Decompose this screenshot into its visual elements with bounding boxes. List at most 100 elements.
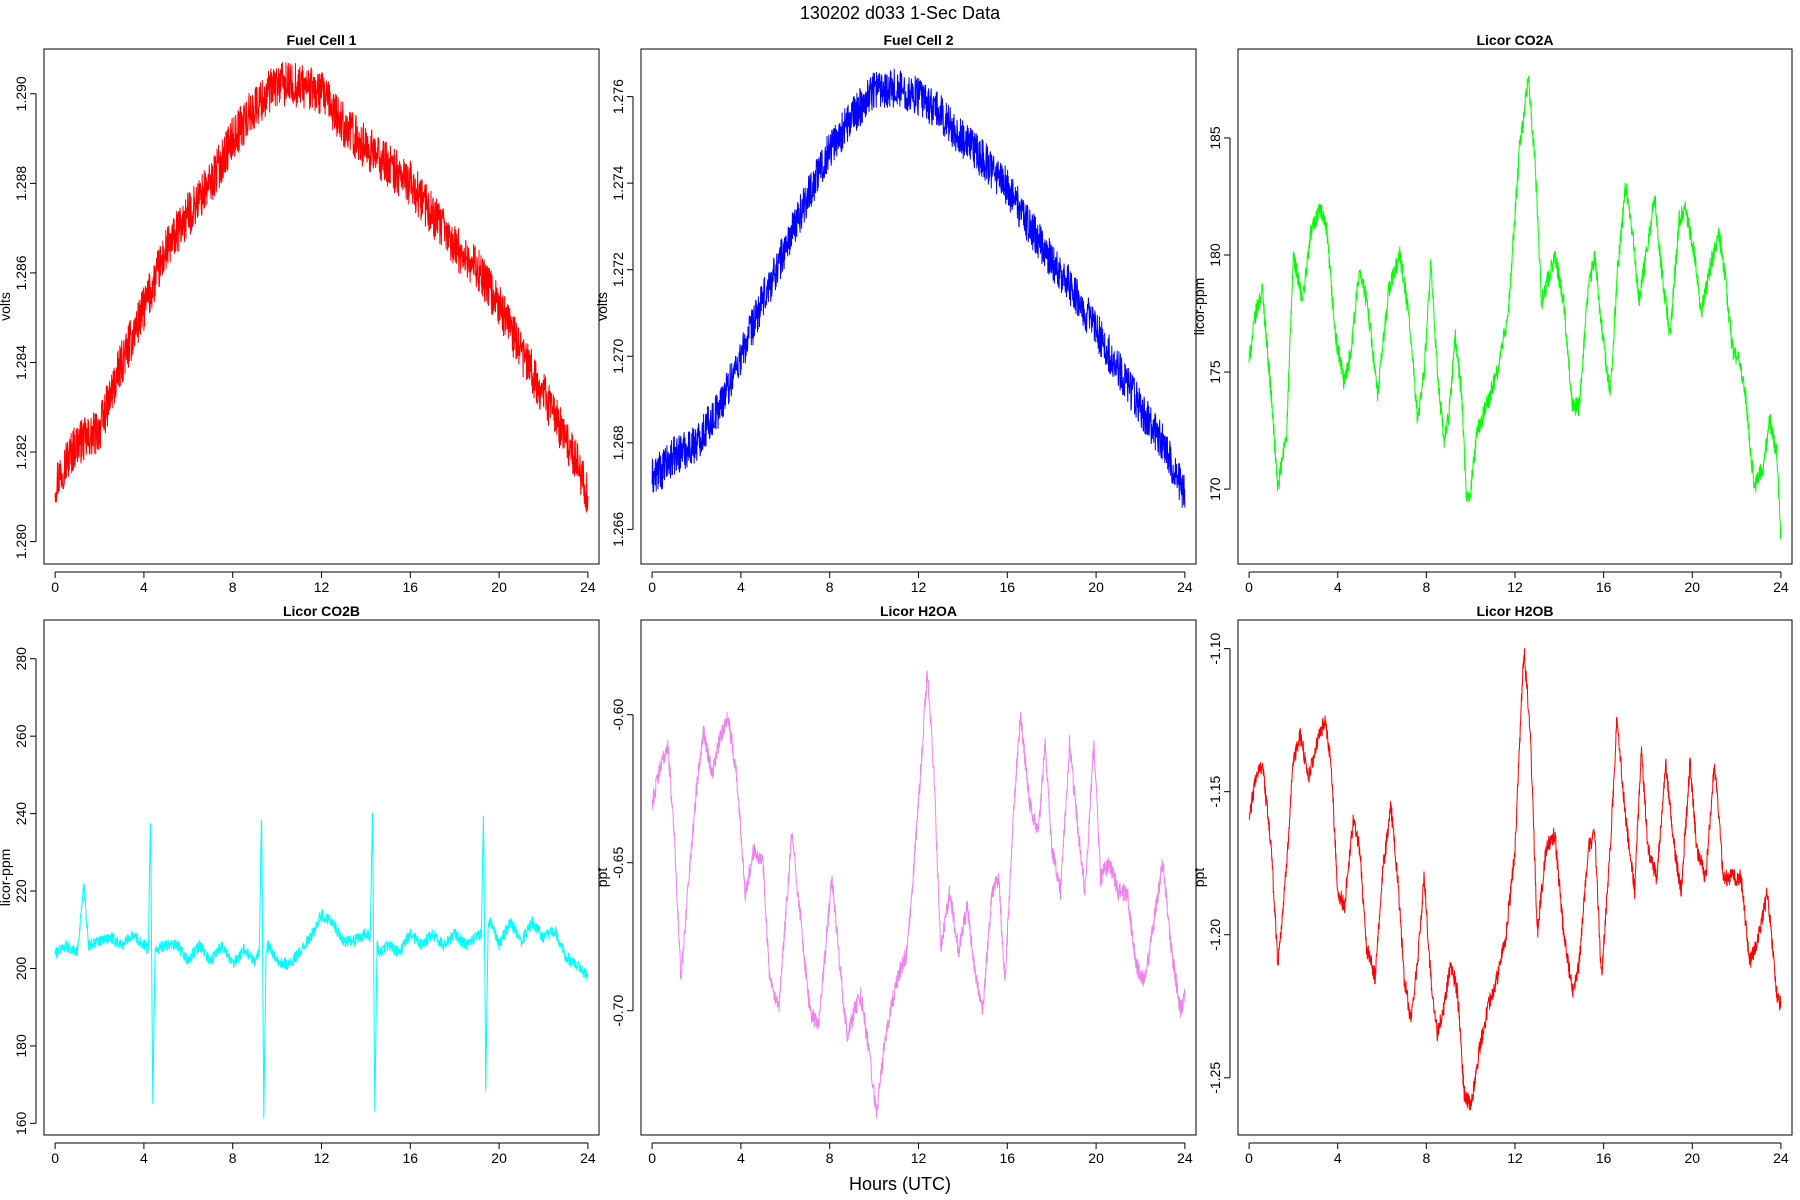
x-tick-label: 8	[826, 1150, 834, 1166]
x-tick-label: 4	[140, 579, 148, 595]
panel-2: Fuel Cell 2 0 4 8 12 16 20 24 1.266 1.268 1.270 1.2…	[594, 32, 1197, 595]
y-tick-label: -1.15	[1207, 776, 1223, 808]
x-tick-label: 20	[1684, 1150, 1700, 1166]
data-series-line	[651, 68, 1186, 508]
y-tick-label: 1.270	[610, 339, 626, 374]
panel-3: Licor CO2A 0 4 8 12 16 20 24 170 175 180 185 licor-p…	[1191, 32, 1793, 595]
y-axis-label: ppt	[594, 868, 610, 888]
x-tick-label: 20	[1088, 1150, 1104, 1166]
x-tick-label: 8	[1422, 1150, 1430, 1166]
plot-frame	[1237, 619, 1793, 1136]
y-axis-label: volts	[0, 292, 13, 321]
y-tick-label: 1.268	[610, 425, 626, 460]
plot-frame	[43, 48, 600, 565]
y-tick-label: -0.60	[610, 699, 626, 731]
x-tick-label: 4	[737, 579, 745, 595]
panel-title: Fuel Cell 2	[883, 32, 953, 48]
x-tick-label: 0	[648, 1150, 656, 1166]
y-tick-label: 1.266	[610, 512, 626, 547]
panel-4: Licor CO2B 0 4 8 12 16 20 24 160 180 200 220 240 260 2…	[0, 603, 600, 1166]
x-tick-label: 12	[314, 579, 330, 595]
panel-title: Licor H2OA	[880, 603, 957, 619]
y-tick-label: 1.284	[13, 345, 29, 380]
y-tick-label: 180	[13, 1034, 29, 1058]
y-tick-label: 1.280	[13, 524, 29, 559]
y-tick-label: -1.25	[1207, 1062, 1223, 1094]
panel-title: Fuel Cell 1	[286, 32, 356, 48]
x-tick-label: 4	[140, 1150, 148, 1166]
x-tick-label: 20	[1684, 579, 1700, 595]
y-tick-label: 160	[13, 1111, 29, 1135]
y-tick-label: 1.274	[610, 165, 626, 200]
plot-frame	[1237, 48, 1793, 565]
panel-title: Licor H2OB	[1476, 603, 1553, 619]
y-tick-label: 1.288	[13, 166, 29, 201]
y-tick-label: 1.282	[13, 434, 29, 469]
x-tick-label: 8	[1422, 579, 1430, 595]
x-tick-label: 12	[911, 1150, 927, 1166]
data-series-line	[54, 62, 589, 513]
panel-5: Licor H2OA 0 4 8 12 16 20 24 -0.70 -0.65 -0.60 ppt	[594, 603, 1197, 1166]
x-tick-label: 4	[1334, 579, 1342, 595]
x-tick-label: 0	[51, 1150, 59, 1166]
x-tick-label: 24	[580, 1150, 596, 1166]
y-tick-label: 260	[13, 724, 29, 748]
x-tick-label: 8	[826, 579, 834, 595]
data-series-line	[54, 812, 589, 1119]
panel-6: Licor H2OB 0 4 8 12 16 20 24 -1.25 -1.20 -1.15 -1.1…	[1191, 603, 1793, 1166]
data-series-line	[1248, 75, 1782, 540]
x-tick-label: 0	[1245, 1150, 1253, 1166]
x-tick-label: 12	[1507, 579, 1523, 595]
x-tick-label: 20	[491, 579, 507, 595]
x-axis-label: Hours (UTC)	[849, 1174, 951, 1194]
y-tick-label: 180	[1207, 243, 1223, 267]
x-tick-label: 8	[229, 579, 237, 595]
x-tick-label: 4	[1334, 1150, 1342, 1166]
y-tick-label: -1.20	[1207, 919, 1223, 951]
x-tick-label: 24	[1773, 1150, 1789, 1166]
panels: Fuel Cell 1 0 4 8 12 16 20 24 1.280 1.282 1.284 1.2…	[0, 32, 1793, 1166]
x-tick-label: 12	[911, 579, 927, 595]
x-tick-label: 12	[314, 1150, 330, 1166]
y-tick-label: 280	[13, 647, 29, 671]
panel-1: Fuel Cell 1 0 4 8 12 16 20 24 1.280 1.282 1.284 1.2…	[0, 32, 600, 595]
x-tick-label: 16	[1596, 579, 1612, 595]
x-tick-label: 16	[1596, 1150, 1612, 1166]
y-axis-label: ppt	[1191, 868, 1207, 888]
y-tick-label: 220	[13, 879, 29, 903]
plot-frame	[640, 48, 1197, 565]
x-tick-label: 16	[1000, 579, 1016, 595]
y-tick-label: -1.10	[1207, 632, 1223, 664]
x-tick-label: 16	[403, 1150, 419, 1166]
x-tick-label: 24	[1177, 1150, 1193, 1166]
plot-frame	[640, 619, 1197, 1136]
x-tick-label: 16	[1000, 1150, 1016, 1166]
y-tick-label: 1.290	[13, 76, 29, 111]
x-tick-label: 8	[229, 1150, 237, 1166]
panel-title: Licor CO2B	[283, 603, 360, 619]
y-tick-label: 170	[1207, 477, 1223, 501]
y-tick-label: -0.70	[610, 995, 626, 1027]
figure-title: 130202 d033 1-Sec Data	[800, 3, 1001, 23]
y-tick-label: 240	[13, 802, 29, 826]
plot-frame	[43, 619, 600, 1136]
y-tick-label: 1.286	[13, 255, 29, 290]
x-tick-label: 12	[1507, 1150, 1523, 1166]
y-tick-label: 175	[1207, 360, 1223, 384]
y-axis-label: licor-ppm	[0, 849, 13, 907]
x-tick-label: 4	[737, 1150, 745, 1166]
x-tick-label: 0	[1245, 579, 1253, 595]
x-tick-label: 24	[580, 579, 596, 595]
y-axis-label: licor-ppm	[1191, 278, 1207, 336]
x-tick-label: 20	[1088, 579, 1104, 595]
data-series-line	[1248, 648, 1782, 1111]
x-tick-label: 16	[403, 579, 419, 595]
y-tick-label: 1.272	[610, 252, 626, 287]
x-tick-label: 0	[648, 579, 656, 595]
panel-title: Licor CO2A	[1476, 32, 1553, 48]
y-tick-label: 200	[13, 957, 29, 981]
x-tick-label: 24	[1773, 579, 1789, 595]
x-tick-label: 20	[491, 1150, 507, 1166]
data-series-line	[651, 670, 1186, 1118]
